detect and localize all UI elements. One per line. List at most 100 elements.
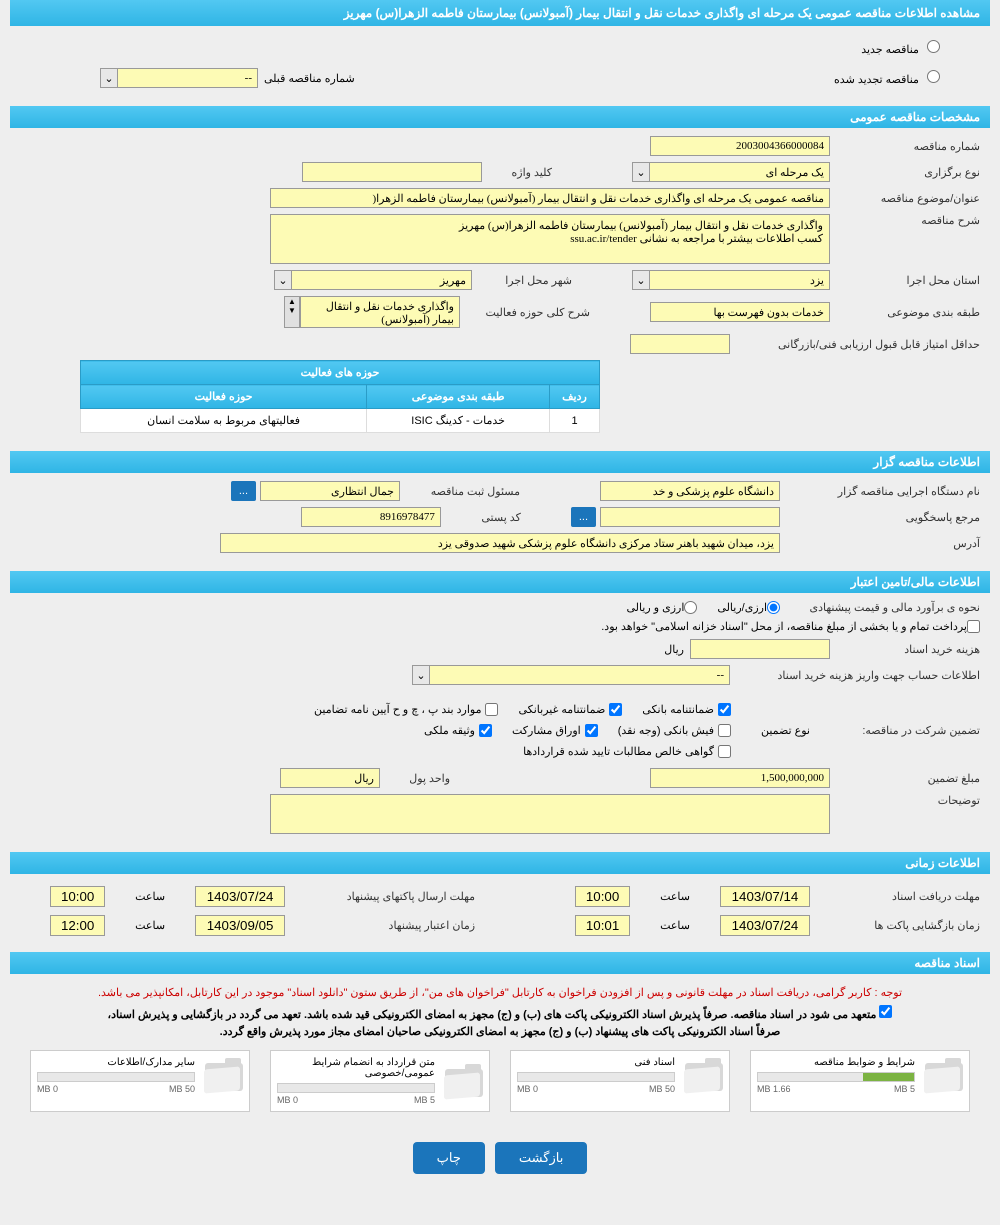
desc-label: شرح مناقصه — [830, 214, 980, 227]
validity-label: زمان اعتبار پیشنهاد — [315, 919, 475, 932]
folder-icon — [923, 1058, 963, 1093]
tender-no-input[interactable] — [650, 136, 830, 156]
bid-deadline-date[interactable] — [195, 886, 285, 907]
cell-activity: فعالیتهای مربوط به سلامت انسان — [81, 409, 367, 433]
financial-section-header: اطلاعات مالی/تامین اعتبار — [10, 571, 990, 593]
city-select[interactable] — [292, 270, 472, 290]
docs-note-3: صرفاً اسناد الکترونیکی پاکت های پیشنهاد … — [20, 1023, 980, 1040]
address-label: آدرس — [780, 537, 980, 550]
folder-icon — [443, 1064, 483, 1099]
currency-label-1: ارزی/ریالی — [717, 601, 767, 614]
doc-cost-label: هزینه خرید اسناد — [830, 643, 980, 656]
notes-label: توضیحات — [830, 794, 980, 807]
file-title: شرایط و ضوابط مناقصه — [757, 1057, 915, 1068]
unit-input[interactable] — [280, 768, 380, 788]
cb-papers-label: اوراق مشارکت — [512, 724, 581, 737]
cb-fish[interactable] — [718, 724, 731, 737]
file-used: 0 MB — [517, 1084, 538, 1094]
address-input[interactable] — [220, 533, 780, 553]
org-input[interactable] — [600, 481, 780, 501]
amount-label: مبلغ تضمین — [830, 772, 980, 785]
cb-nonbank[interactable] — [609, 703, 622, 716]
subject-input[interactable] — [270, 188, 830, 208]
cb-prop[interactable] — [479, 724, 492, 737]
file-used: 0 MB — [37, 1084, 58, 1094]
file-card[interactable]: اسناد فنی 50 MB 0 MB — [510, 1050, 730, 1112]
file-card[interactable]: شرایط و ضوابط مناقصه 5 MB1.66 MB — [750, 1050, 970, 1112]
activity-label: شرح کلی حوزه فعالیت — [460, 306, 590, 319]
file-card[interactable]: متن قرارداد به انضمام شرایط عمومی/خصوصی … — [270, 1050, 490, 1112]
doc-cost-input[interactable] — [690, 639, 830, 659]
type-select[interactable] — [650, 162, 830, 182]
notes-textarea[interactable] — [270, 794, 830, 834]
file-card[interactable]: سایر مدارک/اطلاعات 50 MB0 MB — [30, 1050, 250, 1112]
file-title: اسناد فنی — [517, 1057, 675, 1068]
action-buttons: بازگشت چاپ — [10, 1130, 990, 1186]
activity-scroll[interactable]: ▲▼ — [284, 296, 300, 328]
currency-radio-2[interactable] — [684, 601, 697, 614]
progress-bar — [37, 1072, 195, 1082]
cb-cert[interactable] — [718, 745, 731, 758]
bid-deadline-label: مهلت ارسال پاکتهای پیشنهاد — [315, 890, 475, 903]
cb-papers[interactable] — [585, 724, 598, 737]
account-select[interactable] — [430, 665, 730, 685]
file-total: 50 MB — [649, 1084, 675, 1094]
keyword-label: کلید واژه — [482, 166, 552, 179]
folder-icon — [203, 1058, 243, 1093]
doc-deadline-date[interactable] — [720, 886, 810, 907]
renewed-tender-label: مناقصه تجدید شده — [834, 74, 919, 86]
validity-time[interactable] — [50, 915, 105, 936]
account-label: اطلاعات حساب جهت واریز هزینه خرید اسناد — [730, 669, 980, 682]
general-section: شماره مناقصه نوع برگزاری ⌄ کلید واژه عنو… — [10, 128, 990, 447]
activity-table-title: حوزه های فعالیت — [81, 361, 600, 385]
scroll-down-icon[interactable]: ▼ — [285, 306, 299, 315]
keyword-input[interactable] — [302, 162, 482, 182]
timing-section-header: اطلاعات زمانی — [10, 852, 990, 874]
cb-bank[interactable] — [718, 703, 731, 716]
resp-ref-lookup-button[interactable]: ... — [571, 507, 596, 527]
open-time[interactable] — [575, 915, 630, 936]
file-title: سایر مدارک/اطلاعات — [37, 1057, 195, 1068]
col-row-no: ردیف — [550, 385, 600, 409]
account-dropdown-icon[interactable]: ⌄ — [412, 665, 430, 685]
scroll-up-icon[interactable]: ▲ — [285, 297, 299, 306]
min-score-input[interactable] — [630, 334, 730, 354]
validity-date[interactable] — [195, 915, 285, 936]
doc-deadline-time[interactable] — [575, 886, 630, 907]
amount-input[interactable] — [650, 768, 830, 788]
cb-nonbank-label: ضمانتنامه غیربانکی — [518, 703, 605, 716]
print-button[interactable]: چاپ — [413, 1142, 485, 1174]
bid-deadline-time[interactable] — [50, 886, 105, 907]
docs-note-2: متعهد می شود در اسناد مناقصه. صرفاً پذیر… — [108, 1009, 877, 1021]
back-button[interactable]: بازگشت — [495, 1142, 587, 1174]
type-dropdown-icon[interactable]: ⌄ — [632, 162, 650, 182]
topic-input[interactable] — [650, 302, 830, 322]
province-select[interactable] — [650, 270, 830, 290]
islamic-label: پرداخت تمام و یا بخشی از مبلغ مناقصه، از… — [601, 620, 967, 633]
desc-textarea[interactable] — [270, 214, 830, 264]
currency-radio-1[interactable] — [767, 601, 780, 614]
open-label: زمان بازگشایی پاکت ها — [840, 919, 980, 932]
open-date[interactable] — [720, 915, 810, 936]
commitment-checkbox[interactable] — [879, 1005, 892, 1018]
time-label-2: ساعت — [135, 890, 165, 903]
prev-tender-input[interactable] — [118, 68, 258, 88]
new-tender-radio[interactable] — [927, 40, 940, 53]
reg-resp-label: مسئول ثبت مناقصه — [400, 485, 520, 498]
prev-tender-dropdown-icon[interactable]: ⌄ — [100, 68, 118, 88]
islamic-checkbox[interactable] — [967, 620, 980, 633]
renewed-tender-radio[interactable] — [927, 70, 940, 83]
file-total: 5 MB — [894, 1084, 915, 1094]
cb-fish-label: فیش بانکی (وجه نقد) — [618, 724, 714, 737]
activity-input[interactable] — [300, 296, 460, 328]
reg-resp-input[interactable] — [260, 481, 400, 501]
cb-bonds[interactable] — [485, 703, 498, 716]
tender-status-section: مناقصه جدید مناقصه تجدید شده شماره مناقص… — [10, 26, 990, 102]
reg-resp-lookup-button[interactable]: ... — [231, 481, 256, 501]
file-total: 5 MB — [414, 1095, 435, 1105]
postal-input[interactable] — [301, 507, 441, 527]
resp-ref-input[interactable] — [600, 507, 780, 527]
city-label: شهر محل اجرا — [472, 274, 572, 287]
city-dropdown-icon[interactable]: ⌄ — [274, 270, 292, 290]
province-dropdown-icon[interactable]: ⌄ — [632, 270, 650, 290]
